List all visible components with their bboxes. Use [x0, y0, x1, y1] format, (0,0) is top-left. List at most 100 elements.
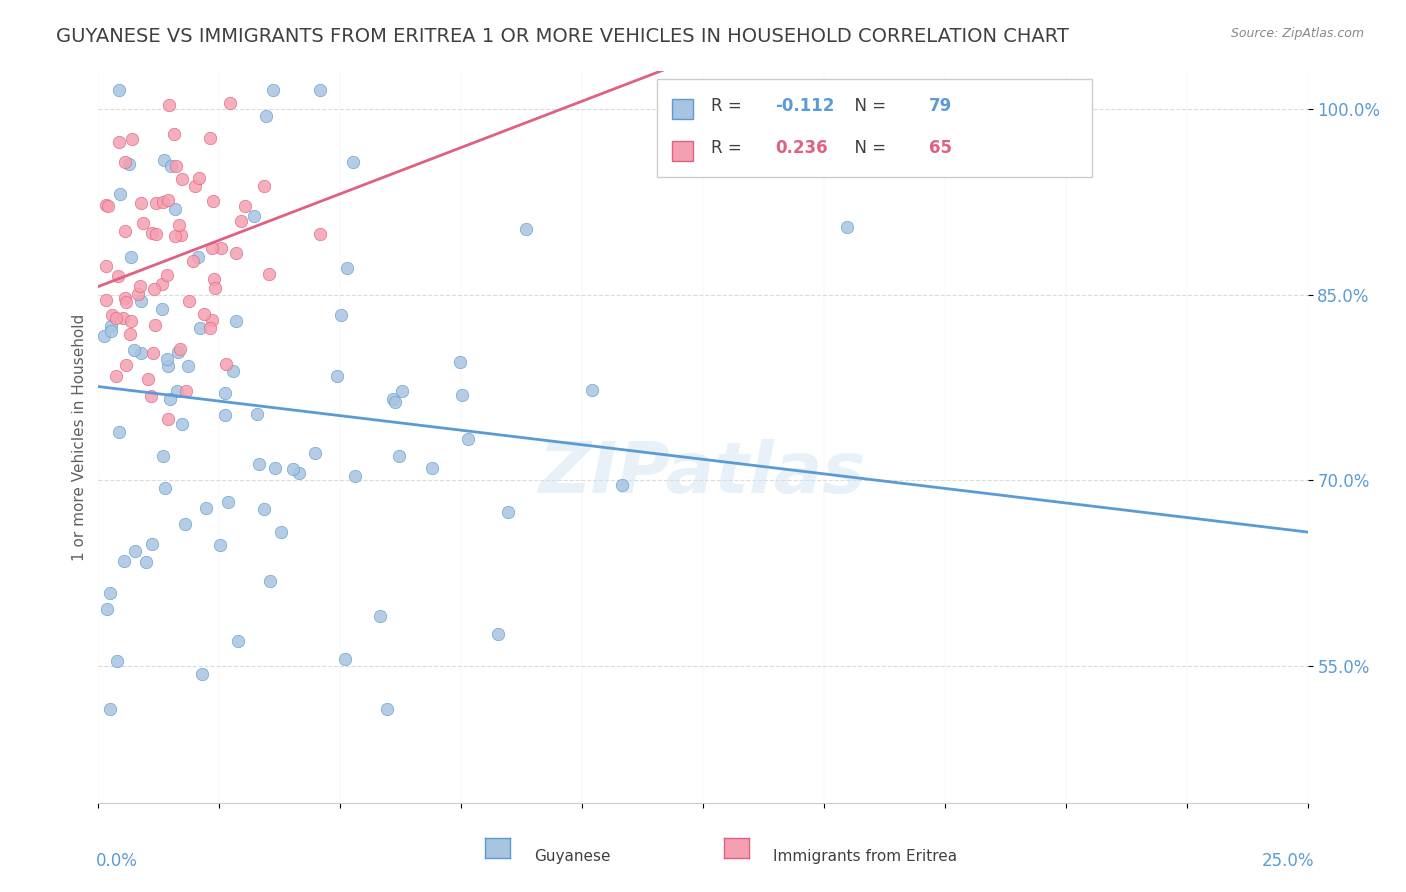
Point — [105, 368, 128, 383]
Text: 0.0%: 0.0% — [96, 852, 138, 870]
Point — [304, 445, 326, 459]
Point — [172, 417, 194, 432]
Point — [153, 153, 176, 168]
Point — [131, 195, 153, 210]
Point — [243, 209, 266, 223]
Point — [96, 602, 118, 616]
Point — [129, 345, 152, 359]
Point — [309, 227, 332, 242]
Point — [100, 324, 122, 338]
Point — [270, 524, 292, 539]
Point — [195, 501, 218, 516]
Point — [136, 372, 159, 386]
Point — [172, 172, 194, 186]
Point — [184, 178, 207, 193]
Point — [176, 359, 198, 373]
Point — [330, 308, 353, 322]
Point — [343, 469, 366, 483]
Point — [253, 501, 276, 516]
Point — [128, 279, 150, 293]
Point — [142, 282, 165, 296]
FancyBboxPatch shape — [657, 78, 1092, 178]
Point — [101, 308, 124, 322]
Text: R =: R = — [711, 139, 748, 157]
Point — [98, 702, 121, 716]
Point — [188, 321, 211, 335]
FancyBboxPatch shape — [672, 141, 693, 161]
Point — [105, 655, 128, 669]
Point — [100, 319, 122, 334]
Point — [375, 702, 398, 716]
Text: 25.0%: 25.0% — [1263, 852, 1315, 870]
Point — [209, 538, 232, 552]
Point — [247, 457, 270, 471]
Point — [226, 633, 249, 648]
Point — [214, 408, 236, 422]
Point — [122, 343, 145, 357]
Point — [204, 281, 226, 295]
Text: 0.236: 0.236 — [776, 139, 828, 157]
Point — [835, 219, 858, 234]
Point — [141, 227, 163, 241]
Point — [114, 154, 136, 169]
Point — [262, 83, 284, 97]
Text: GUYANESE VS IMMIGRANTS FROM ERITREA 1 OR MORE VEHICLES IN HOUSEHOLD CORRELATION : GUYANESE VS IMMIGRANTS FROM ERITREA 1 OR… — [56, 27, 1069, 45]
Point — [200, 321, 222, 335]
Text: ZIPatlas: ZIPatlas — [540, 439, 866, 508]
Point — [381, 392, 404, 406]
Point — [120, 250, 142, 264]
Point — [246, 407, 269, 421]
Point — [157, 193, 180, 207]
Point — [152, 277, 174, 291]
Point — [145, 195, 167, 210]
Point — [201, 241, 224, 255]
Point — [214, 385, 236, 400]
Text: Guyanese: Guyanese — [534, 849, 610, 864]
Text: N =: N = — [845, 139, 891, 157]
Point — [581, 383, 603, 397]
Point — [163, 229, 186, 244]
Point — [169, 343, 191, 357]
Point — [174, 516, 197, 531]
Point — [449, 355, 471, 369]
Point — [368, 608, 391, 623]
Point — [335, 652, 357, 666]
Text: Source: ZipAtlas.com: Source: ZipAtlas.com — [1230, 27, 1364, 40]
Point — [486, 627, 509, 641]
Point — [515, 222, 537, 236]
Text: N =: N = — [845, 97, 891, 115]
Point — [336, 261, 359, 276]
Point — [152, 449, 174, 463]
Point — [94, 259, 117, 273]
Point — [127, 287, 149, 301]
Text: Immigrants from Eritrea: Immigrants from Eritrea — [773, 849, 957, 864]
Point — [612, 478, 634, 492]
Point — [121, 132, 143, 146]
Point — [93, 329, 115, 343]
Point — [326, 369, 349, 384]
Point — [108, 425, 131, 439]
Point — [193, 307, 215, 321]
Point — [135, 555, 157, 569]
Point — [97, 199, 120, 213]
Point — [157, 359, 180, 373]
Point — [233, 199, 256, 213]
Text: 79: 79 — [929, 97, 952, 115]
Point — [153, 482, 176, 496]
Point — [108, 83, 131, 97]
Point — [124, 543, 146, 558]
Point — [181, 254, 204, 268]
Point — [388, 449, 411, 463]
Point — [211, 241, 233, 255]
Point — [129, 294, 152, 309]
Point — [162, 128, 184, 142]
Point — [451, 388, 474, 402]
Point — [342, 155, 364, 169]
Point — [263, 461, 285, 475]
Point — [104, 311, 127, 326]
Point — [187, 250, 209, 264]
Point — [139, 389, 162, 403]
Point — [308, 83, 330, 97]
Point — [114, 291, 136, 305]
Point — [112, 554, 135, 568]
